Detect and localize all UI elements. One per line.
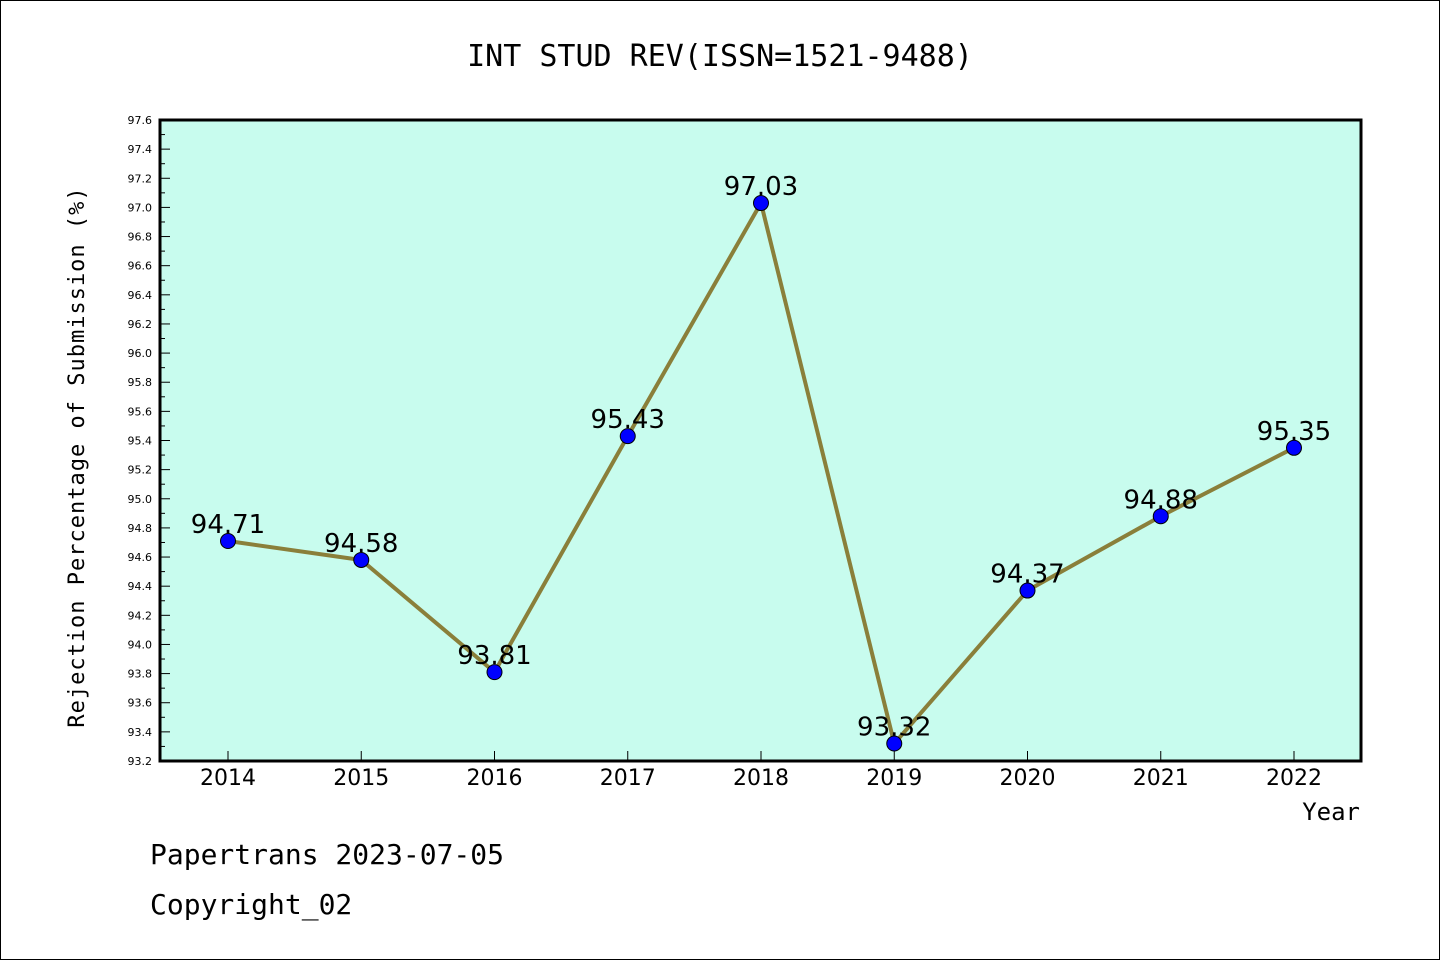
data-label: 95.35 — [1257, 417, 1331, 447]
data-point — [619, 428, 636, 445]
x-tick-label: 2014 — [200, 766, 256, 791]
y-tick-label: 95.6 — [128, 405, 153, 418]
y-tick-label: 96.4 — [128, 289, 153, 302]
y-tick-label: 95.4 — [128, 435, 153, 448]
y-tick-label: 96.2 — [128, 318, 153, 331]
y-tick-label: 96.0 — [128, 347, 153, 360]
footer-date: Papertrans 2023-07-05 — [150, 838, 504, 871]
y-tick-label: 94.6 — [128, 551, 153, 564]
series-group — [220, 195, 1302, 752]
chart-title: INT STUD REV(ISSN=1521-9488) — [467, 39, 973, 74]
x-tick-label: 2020 — [1000, 766, 1056, 791]
x-tick-label: 2019 — [866, 766, 922, 791]
y-tick-label: 93.8 — [128, 668, 153, 681]
y-tick-label: 94.0 — [128, 638, 153, 651]
data-point — [753, 195, 769, 212]
y-tick-label: 95.8 — [128, 376, 153, 389]
y-tick-label: 94.2 — [128, 609, 153, 622]
y-tick-label: 93.4 — [128, 726, 153, 739]
data-label: 93.32 — [857, 713, 931, 743]
data-labels-group: 94.71 94.58 93.81 95.43 97.03 93.32 94.37 94.88… — [191, 172, 1331, 742]
y-tick-label: 97.6 — [128, 114, 153, 127]
data-point — [220, 533, 236, 550]
data-label: 94.58 — [324, 529, 398, 559]
y-axis-label: Rejection Percentage of Submission (%) — [65, 186, 90, 727]
y-tick-label: 96.6 — [128, 260, 153, 273]
x-axis-ticks: 2014 2015 2016 2017 2018 2019 2020 2021 2022 — [200, 751, 1322, 791]
data-label: 94.37 — [990, 560, 1064, 590]
data-point — [486, 664, 503, 681]
plot-area — [158, 118, 1363, 763]
x-tick-label: 2016 — [467, 766, 523, 791]
data-label: 95.43 — [591, 405, 665, 435]
data-label: 97.03 — [724, 172, 798, 202]
data-point — [1286, 439, 1302, 456]
y-tick-label: 97.2 — [128, 172, 153, 185]
data-point — [1019, 582, 1036, 599]
x-tick-label: 2022 — [1266, 766, 1322, 791]
x-axis-label: Year — [1302, 798, 1360, 826]
y-tick-label: 94.4 — [128, 580, 153, 593]
y-tick-label: 94.8 — [128, 522, 153, 535]
data-label: 93.81 — [457, 641, 531, 671]
x-tick-label: 2015 — [333, 766, 389, 791]
data-point — [353, 551, 370, 568]
y-tick-label: 93.6 — [128, 697, 153, 710]
footer-copyright: Copyright_02 — [150, 888, 352, 922]
y-tick-label: 97.0 — [128, 201, 153, 214]
data-point — [886, 735, 903, 752]
y-tick-label: 97.4 — [128, 143, 153, 156]
x-tick-label: 2017 — [600, 766, 656, 791]
y-tick-label: 93.2 — [128, 755, 153, 768]
data-point — [1152, 508, 1169, 525]
x-tick-label: 2018 — [733, 766, 789, 791]
y-axis-ticks: 93.2 93.4 93.6 93.8 94.0 94.2 94.4 94.6 94.8 95.0… — [128, 114, 170, 768]
data-label: 94.71 — [191, 510, 265, 540]
y-tick-label: 95.0 — [128, 493, 153, 506]
y-tick-label: 95.2 — [128, 464, 153, 477]
y-tick-label: 96.8 — [128, 231, 153, 244]
data-label: 94.88 — [1124, 485, 1198, 515]
x-tick-label: 2021 — [1133, 766, 1189, 791]
